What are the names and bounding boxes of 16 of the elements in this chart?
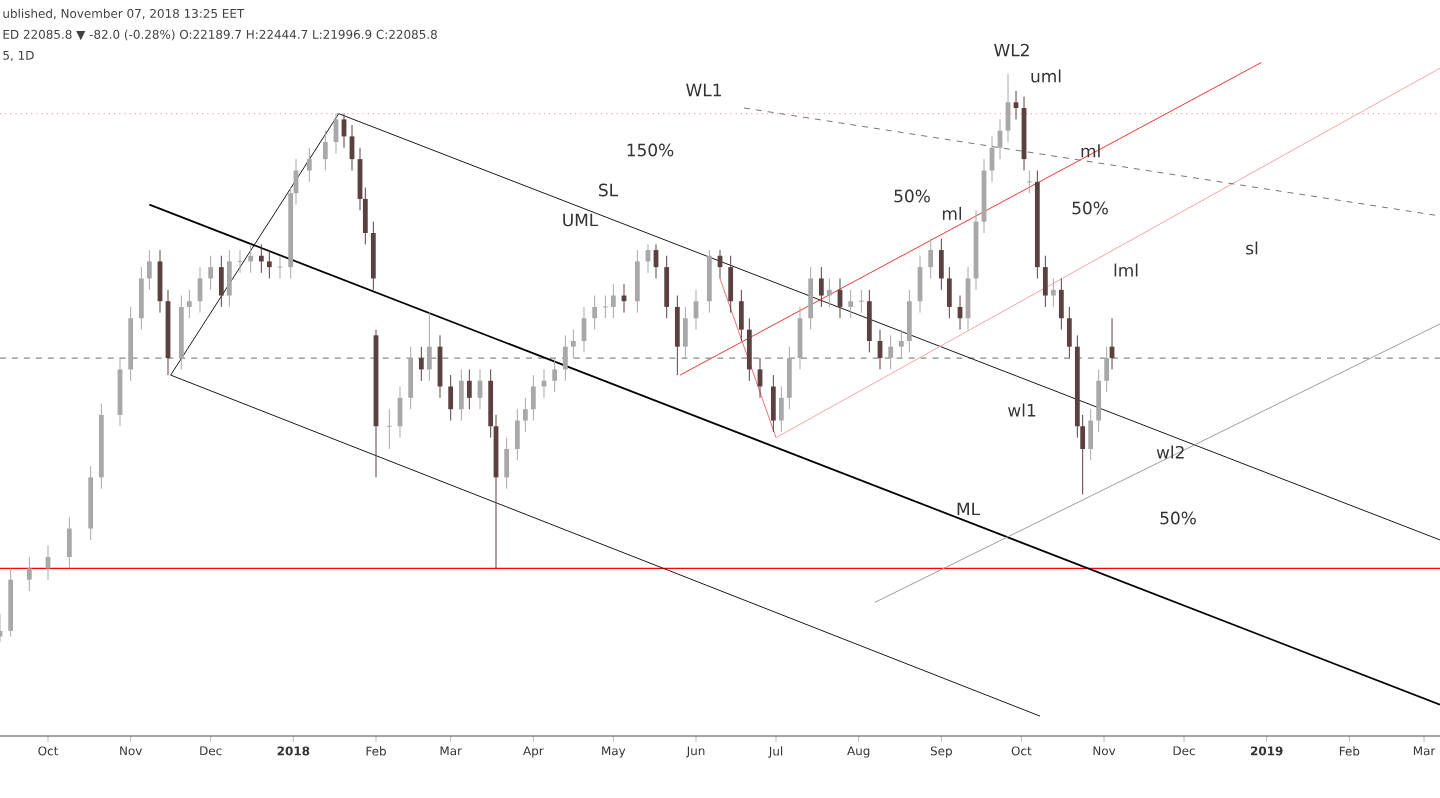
annotation: wl2	[1156, 445, 1184, 459]
annotation: 50%	[894, 189, 930, 203]
annotation: SL	[599, 183, 619, 197]
annotation: wl1	[1008, 403, 1036, 417]
annotation: WL1	[686, 83, 721, 97]
annotation: 50%	[1160, 511, 1196, 525]
annotation: sl	[1246, 241, 1258, 255]
annotation: 50%	[1072, 201, 1108, 215]
annotation: 150%	[627, 143, 674, 157]
annotation: ml	[1081, 144, 1100, 158]
annotation: uml	[1031, 69, 1061, 83]
annotation: ML	[957, 502, 980, 516]
annotation: ml	[942, 206, 962, 220]
annotation: lml	[1114, 263, 1138, 277]
annotation: UML	[563, 213, 599, 227]
text: WL2	[994, 43, 1029, 57]
